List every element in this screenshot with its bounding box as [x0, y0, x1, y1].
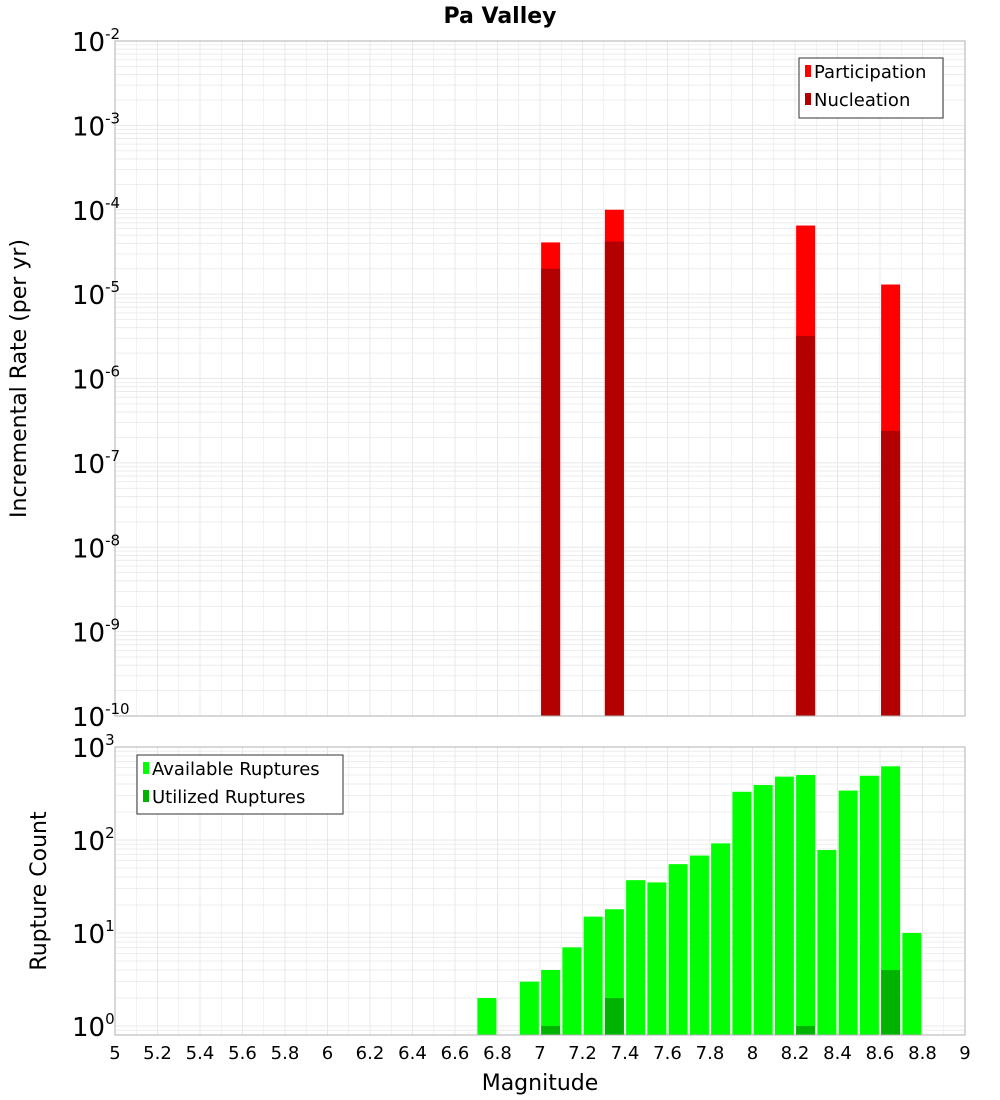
x-axis-title: Magnitude [482, 1071, 599, 1096]
y-tick-label: 10-9 [72, 616, 120, 649]
available-bar [881, 766, 901, 1035]
rate-y-axis-title: Incremental Rate (per yr) [7, 239, 32, 518]
x-tick-label: 7.4 [611, 1043, 640, 1064]
y-tick-label: 10-6 [72, 363, 120, 396]
y-tick-label: 10-5 [72, 278, 120, 311]
x-tick-label: 7.2 [568, 1043, 597, 1064]
utilized-bar [541, 1025, 561, 1035]
available-bar [647, 882, 667, 1035]
available-bar [668, 864, 688, 1035]
legend-swatch [143, 790, 149, 802]
x-tick-label: 6.8 [483, 1043, 512, 1064]
legend-label: Available Ruptures [152, 759, 320, 780]
legend-swatch [805, 93, 811, 105]
nucleation-bar [881, 430, 901, 716]
x-axis: 5 5.2 5.4 5.6 5.8 6 6.2 6.4 6.6 6.8 7 7.2 7.4 7.6 7.8 8… [109, 1043, 970, 1064]
count-plot-frame [114, 746, 966, 1036]
utilized-bar [796, 1025, 816, 1035]
x-tick-label: 6 [322, 1043, 333, 1064]
available-bar [732, 791, 752, 1035]
count-y-axis-title: Rupture Count [27, 811, 52, 971]
x-tick-label: 8.2 [781, 1043, 810, 1064]
utilized-bar [881, 969, 901, 1035]
available-bar [477, 997, 497, 1035]
available-bar [689, 855, 709, 1035]
x-tick-label: 5.4 [186, 1043, 215, 1064]
x-tick-label: 8.8 [908, 1043, 937, 1064]
x-tick-label: 6.2 [356, 1043, 385, 1064]
available-bar [902, 932, 922, 1035]
x-tick-label: 9 [959, 1043, 970, 1064]
x-tick-label: 7.8 [696, 1043, 725, 1064]
available-bar [817, 850, 837, 1035]
available-bar [583, 916, 603, 1035]
available-bar [626, 880, 646, 1035]
available-bar [796, 774, 816, 1035]
y-tick-label: 102 [72, 824, 115, 857]
x-tick-label: 7 [534, 1043, 545, 1064]
y-tick-label: 10-4 [72, 194, 120, 227]
y-tick-label: 103 [72, 731, 115, 764]
x-tick-label: 8.6 [866, 1043, 895, 1064]
legend-label: Nucleation [814, 90, 910, 111]
available-bar [753, 785, 773, 1035]
available-bar [774, 776, 794, 1035]
y-tick-label: 10-2 [72, 25, 120, 58]
y-tick-label: 10-10 [72, 700, 130, 733]
y-tick-label: 10-3 [72, 109, 120, 142]
available-bar [838, 790, 858, 1035]
x-tick-label: 6.6 [441, 1043, 470, 1064]
available-bar [859, 775, 879, 1035]
y-tick-label: 10-8 [72, 531, 120, 564]
utilized-bar [604, 997, 624, 1035]
y-tick-label: 10-7 [72, 447, 120, 480]
available-bar [562, 947, 582, 1035]
available-bar [711, 843, 731, 1035]
available-bar [541, 969, 561, 1035]
chart-title: Pa Valley [443, 4, 556, 29]
rate-plot-frame [114, 40, 966, 717]
x-tick-label: 5 [109, 1043, 120, 1064]
x-tick-label: 5.8 [271, 1043, 300, 1064]
legend-swatch [805, 65, 811, 77]
y-tick-label: 101 [72, 917, 115, 950]
x-tick-label: 5.6 [228, 1043, 257, 1064]
count-legend [136, 754, 344, 815]
y-tick-label: 100 [72, 1010, 115, 1043]
legend-label: Participation [814, 62, 926, 83]
legend-label: Utilized Ruptures [152, 787, 305, 808]
legend-swatch [143, 762, 149, 774]
top-plot: 10-10 10-9 10-8 10-7 10-6 10-5 10-4 10-3 10-2 Inc… [7, 25, 966, 733]
bottom-plot: 100 101 102 103 Rupture Count Available Ruptu… [27, 731, 966, 1043]
x-tick-label: 8.4 [823, 1043, 852, 1064]
x-tick-label: 7.6 [653, 1043, 682, 1064]
available-bar [519, 981, 539, 1035]
nucleation-bar [796, 335, 816, 716]
x-tick-label: 6.4 [398, 1043, 427, 1064]
rate-legend [798, 57, 944, 119]
nucleation-bar [604, 241, 624, 717]
nucleation-bar [541, 268, 561, 716]
x-tick-label: 8 [747, 1043, 758, 1064]
x-tick-label: 5.2 [143, 1043, 172, 1064]
